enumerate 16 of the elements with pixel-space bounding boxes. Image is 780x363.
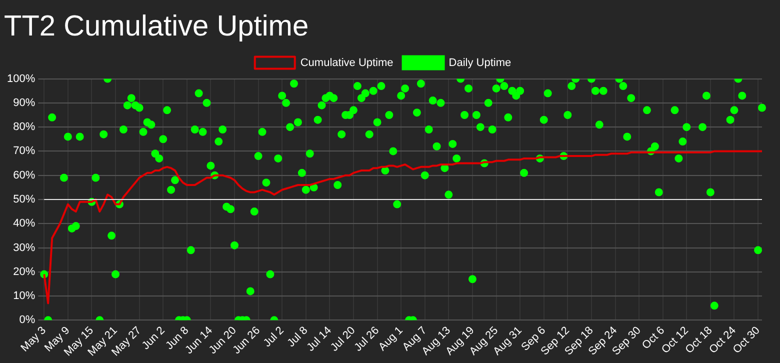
y-tick-label: 100%	[6, 72, 36, 85]
legend-label: Cumulative Uptime	[300, 56, 394, 69]
y-tick-label: 10%	[13, 290, 36, 302]
y-tick-label: 20%	[13, 266, 36, 278]
x-tick-label: Jun 2	[140, 324, 168, 352]
y-tick-label: 60%	[13, 169, 36, 182]
y-tick-label: 50%	[13, 194, 36, 206]
y-tick-label: 0%	[19, 314, 36, 326]
y-tick-label: 30%	[13, 242, 36, 254]
legend-label: Daily Uptime	[448, 56, 512, 69]
chart-title: TT2 Cumulative Uptime	[4, 10, 309, 42]
y-tick-label: 80%	[13, 121, 36, 134]
y-tick-label: 40%	[13, 218, 36, 230]
x-tick-label: Jul 2	[261, 324, 286, 350]
y-tick-label: 70%	[13, 145, 36, 158]
y-tick-label: 90%	[13, 96, 36, 109]
